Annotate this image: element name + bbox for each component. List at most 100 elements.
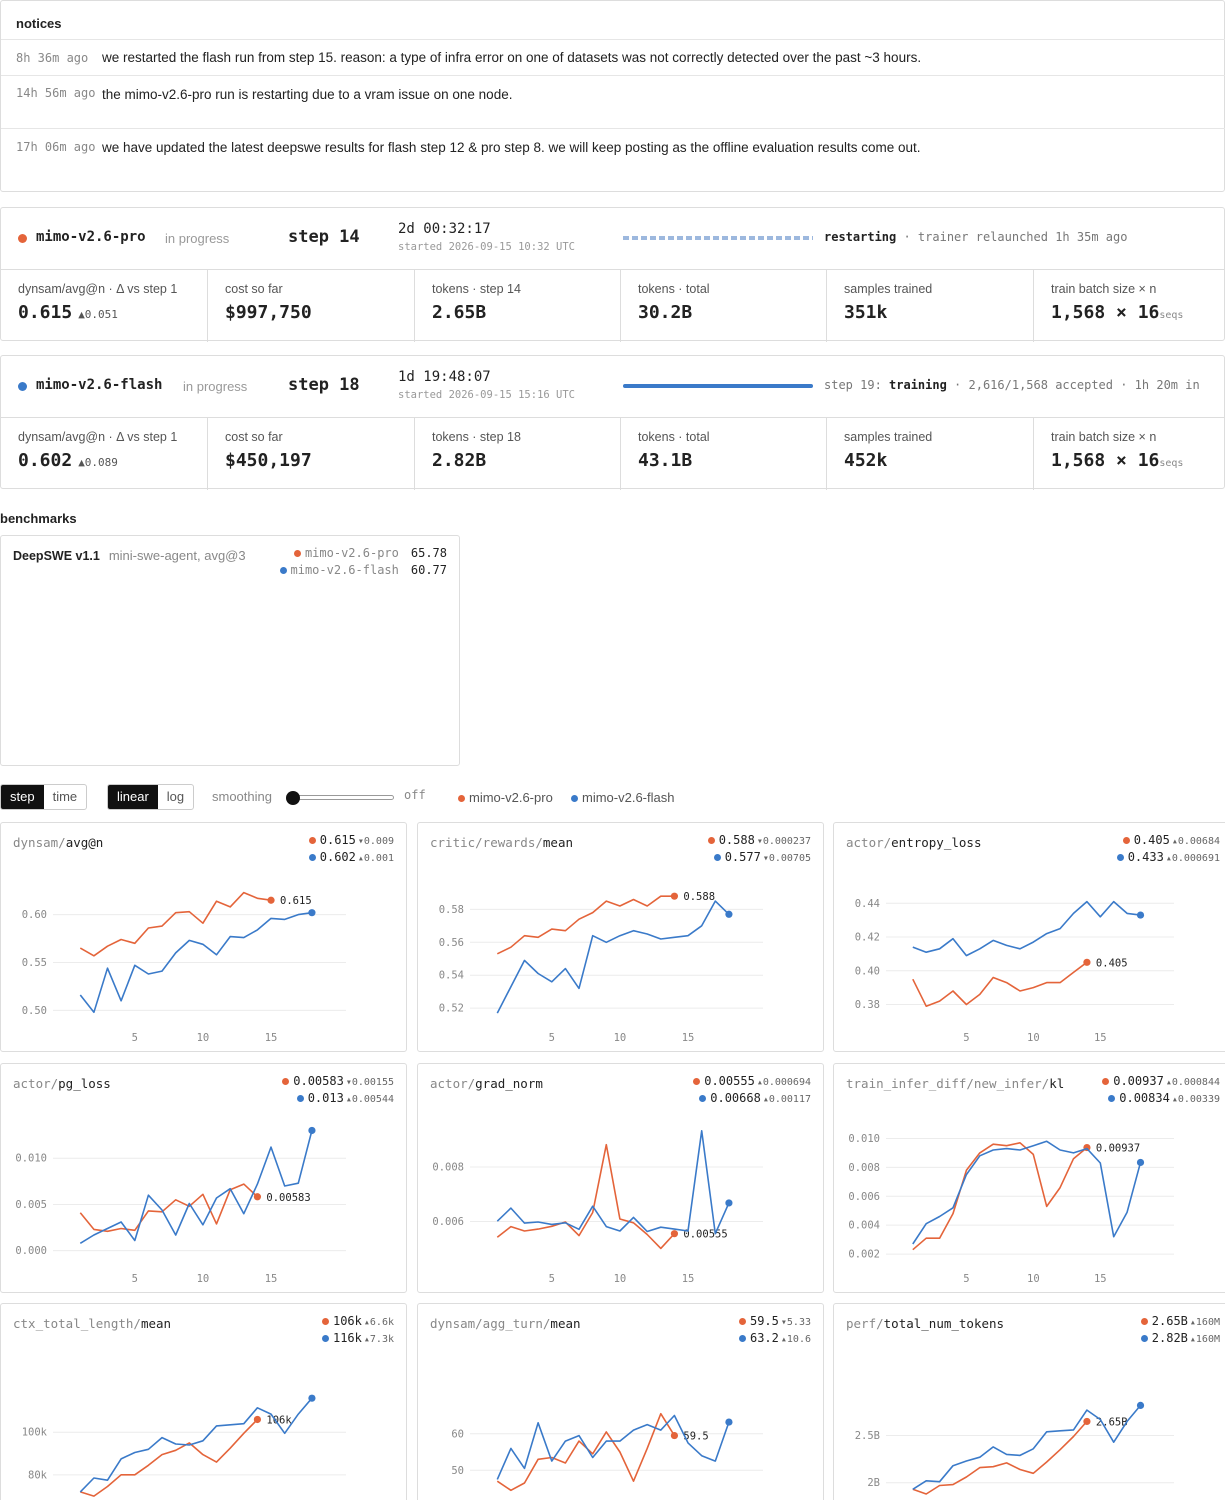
x-tick-label: 10 bbox=[197, 1273, 210, 1285]
stat-cell: samples trained 351k bbox=[827, 270, 1034, 342]
run-name[interactable]: mimo-v2.6-flash bbox=[36, 377, 163, 393]
last-point-label: 0.588 bbox=[683, 891, 715, 903]
chart-plot: 80k100k51015106k bbox=[22, 1394, 346, 1497]
series-value: 63.2 bbox=[749, 1331, 779, 1345]
last-point-marker[interactable] bbox=[1136, 1401, 1145, 1409]
last-point-marker[interactable] bbox=[670, 1230, 679, 1238]
last-point-marker[interactable] bbox=[725, 1199, 733, 1207]
chart-title: actor/pg_loss bbox=[13, 1076, 111, 1091]
run-card-pro: mimo-v2.6-pro in progress step 14 2d 00:32:… bbox=[0, 207, 1225, 342]
chart-title: train_infer_diff/new_infer/kl bbox=[846, 1076, 1064, 1091]
last-point-marker[interactable] bbox=[1083, 958, 1091, 966]
y-tick-label: 2B bbox=[867, 1477, 880, 1489]
stat-unit: seqs bbox=[1159, 458, 1184, 469]
last-point-marker[interactable] bbox=[308, 909, 316, 917]
series-delta: ▴0.00339 bbox=[1171, 1094, 1220, 1105]
last-point-marker[interactable] bbox=[253, 1415, 262, 1424]
last-point-marker[interactable] bbox=[1083, 1417, 1091, 1426]
chart-title-prefix: perf/ bbox=[846, 1316, 884, 1331]
series-value: 0.577 bbox=[724, 850, 761, 864]
y-tick-label: 0.56 bbox=[439, 937, 464, 949]
metric-chart-total-tokens: perf/total_num_tokens 2.65B ▴160M 2.82B ▴160… bbox=[833, 1303, 1225, 1500]
y-tick-label: 50 bbox=[451, 1465, 464, 1477]
metric-chart-kl: train_infer_diff/new_infer/kl 0.00937 ▴0.0… bbox=[833, 1063, 1225, 1293]
y-tick-label: 0.004 bbox=[848, 1220, 880, 1232]
chart-plot: 505560652468101265.78 bbox=[1, 536, 459, 765]
chart-title-main: grad_norm bbox=[475, 1076, 543, 1091]
series-value: 0.588 bbox=[718, 833, 755, 847]
metric-chart-agg-turn: dynsam/agg_turn/mean 59.5 ▾5.33 63.2 ▴10.6 50… bbox=[417, 1303, 824, 1500]
stat-value-text: 0.615 bbox=[18, 302, 73, 323]
chart-plot: 50605101559.5 bbox=[451, 1412, 763, 1492]
chart-title-prefix: dynsam/ bbox=[13, 835, 66, 850]
x-axis-step-option[interactable]: step bbox=[1, 785, 44, 809]
series-delta: ▴6.6k bbox=[363, 1317, 394, 1328]
scale-toggle: linear log bbox=[107, 784, 195, 810]
chart-legend-entry: 0.588 ▾0.000237 bbox=[707, 833, 811, 847]
series-delta: ▴0.000691 bbox=[1165, 853, 1220, 864]
chart-title: ctx_total_length/mean bbox=[13, 1316, 171, 1331]
x-tick-label: 10 bbox=[614, 1273, 627, 1285]
last-point-marker[interactable] bbox=[308, 1126, 316, 1135]
last-point-marker[interactable] bbox=[670, 892, 679, 900]
chart-controls: step time linear log smoothing off mimo-… bbox=[0, 784, 1225, 810]
scale-log-option[interactable]: log bbox=[166, 789, 185, 804]
x-tick-label: 10 bbox=[1027, 1032, 1040, 1044]
stat-value: 30.2B bbox=[638, 302, 692, 323]
y-tick-label: 0.002 bbox=[848, 1249, 880, 1261]
last-point-marker[interactable] bbox=[1136, 911, 1145, 919]
chart-title: dynsam/agg_turn/mean bbox=[430, 1316, 581, 1331]
chart-legend-entry: 0.013 ▴0.00544 bbox=[296, 1091, 394, 1105]
series-dot-icon bbox=[693, 1078, 701, 1085]
series-delta: ▴0.00117 bbox=[762, 1094, 811, 1105]
stat-label: tokens · total bbox=[638, 282, 710, 296]
series-line-pro bbox=[912, 1420, 1088, 1495]
y-tick-label: 0.50 bbox=[22, 1005, 47, 1017]
series-line-flash bbox=[496, 1130, 730, 1235]
x-tick-label: 10 bbox=[1027, 1273, 1040, 1285]
notice-time: 8h 36m ago bbox=[16, 51, 89, 65]
last-point-marker[interactable] bbox=[308, 1394, 316, 1402]
y-tick-label: 0.58 bbox=[439, 904, 464, 916]
y-tick-label: 0.44 bbox=[855, 898, 880, 910]
series-line-pro bbox=[912, 1142, 1088, 1251]
run-status-label: training bbox=[889, 378, 947, 392]
smoothing-slider[interactable] bbox=[286, 791, 396, 805]
last-point-marker[interactable] bbox=[725, 910, 733, 918]
chart-title: perf/total_num_tokens bbox=[846, 1316, 1004, 1331]
series-dot-icon bbox=[699, 1095, 707, 1102]
last-point-marker[interactable] bbox=[1136, 1158, 1145, 1167]
series-value: 0.00583 bbox=[293, 1074, 344, 1088]
chart-title-main: mean bbox=[550, 1316, 581, 1331]
chart-title: actor/entropy_loss bbox=[846, 835, 981, 850]
stat-value-text: 351k bbox=[844, 302, 888, 323]
metric-chart-ctx-length: ctx_total_length/mean 106k ▴6.6k 116k ▴7.3k 8… bbox=[0, 1303, 407, 1500]
chart-legend-entry: 0.00937 ▴0.000844 bbox=[1102, 1074, 1220, 1088]
chart-legend-entry: 116k ▴7.3k bbox=[321, 1331, 394, 1345]
chart-title: critic/rewards/mean bbox=[430, 835, 573, 850]
series-dot-icon bbox=[713, 854, 721, 861]
series-value: 0.013 bbox=[307, 1091, 344, 1105]
last-point-marker[interactable] bbox=[253, 1193, 262, 1201]
last-point-label: 0.00555 bbox=[683, 1229, 727, 1241]
notice-message: we have updated the latest deepswe resul… bbox=[102, 140, 921, 155]
stat-value-text: 1,568 × 16 bbox=[1051, 450, 1160, 471]
stat-label: train batch size × n bbox=[1051, 282, 1157, 296]
run-name[interactable]: mimo-v2.6-pro bbox=[36, 229, 146, 245]
last-point-marker[interactable] bbox=[670, 1431, 679, 1440]
y-tick-label: 100k bbox=[22, 1427, 48, 1439]
x-tick-label: 15 bbox=[1094, 1273, 1107, 1285]
scale-linear-option[interactable]: linear bbox=[108, 785, 158, 809]
last-point-marker[interactable] bbox=[725, 1418, 733, 1426]
legend-flash: mimo-v2.6-flash bbox=[571, 790, 674, 805]
x-tick-label: 5 bbox=[963, 1273, 969, 1285]
chart-title-prefix: actor/ bbox=[846, 835, 892, 850]
x-axis-time-option[interactable]: time bbox=[52, 789, 78, 804]
smoothing-handle[interactable] bbox=[286, 791, 300, 805]
stat-value: 1,568 × 16seqs bbox=[1051, 450, 1183, 471]
stat-value: 452k bbox=[844, 450, 887, 471]
last-point-marker[interactable] bbox=[267, 896, 275, 904]
metric-chart-pg-loss: actor/pg_loss 0.00583 ▾0.00155 0.013 ▴0.0054… bbox=[0, 1063, 407, 1293]
run-status: restarting · trainer relaunched 1h 35m a… bbox=[824, 230, 1127, 244]
stat-label: tokens · total bbox=[638, 430, 710, 444]
